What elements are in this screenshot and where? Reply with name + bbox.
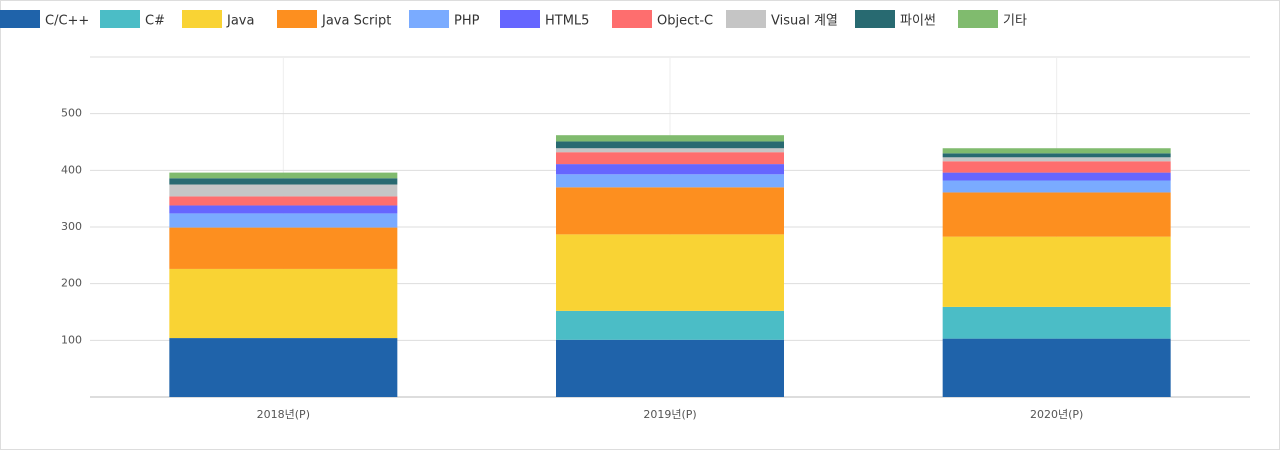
bar-segment — [169, 178, 398, 185]
bar-segment — [169, 172, 398, 179]
bar-segment — [556, 152, 784, 165]
bar-segment — [942, 153, 1171, 158]
legend-swatch — [277, 10, 317, 28]
legend-label: 기타 — [1003, 14, 1027, 29]
x-tick-label: 2018년(P) — [257, 408, 310, 421]
bar-segment — [942, 192, 1171, 237]
bar-segment — [556, 141, 784, 149]
legend-swatch — [612, 10, 652, 28]
bar-segment — [942, 161, 1171, 173]
legend-label: Visual 계열 — [771, 14, 838, 29]
bar-segment — [942, 236, 1171, 307]
bar-segment — [169, 184, 398, 197]
bar-segment — [169, 227, 398, 269]
y-tick-label: 200 — [61, 277, 82, 290]
bar-segment — [556, 310, 784, 340]
bar-segment — [556, 174, 784, 188]
legend-swatch — [855, 10, 895, 28]
bar-segment — [942, 172, 1171, 181]
legend-swatch — [500, 10, 540, 28]
x-tick-label: 2020년(P) — [1030, 408, 1083, 421]
legend-swatch — [182, 10, 222, 28]
bar-segment — [556, 187, 784, 235]
bar-segment — [556, 339, 784, 397]
x-tick-label: 2019년(P) — [643, 408, 696, 421]
bar-segment — [169, 196, 398, 206]
legend-label: Object-C — [657, 14, 713, 29]
bar-segment — [169, 268, 398, 339]
y-tick-label: 500 — [61, 107, 82, 120]
bar-segment — [556, 148, 784, 153]
bar-segment — [942, 148, 1171, 154]
bar-segment — [169, 213, 398, 228]
bar-segment — [169, 338, 398, 397]
bar-segment — [942, 306, 1171, 339]
legend-label: 파이썬 — [900, 14, 936, 29]
bar-segment — [556, 135, 784, 142]
legend-swatch — [0, 10, 40, 28]
legend-label: PHP — [454, 14, 480, 29]
bar-segment — [169, 205, 398, 214]
y-tick-label: 300 — [61, 220, 82, 233]
legend-label: C# — [145, 14, 165, 29]
bar-segment — [556, 234, 784, 311]
legend-label: Java — [226, 14, 254, 29]
legend-swatch — [100, 10, 140, 28]
bar-segment — [942, 338, 1171, 397]
legend-label: HTML5 — [545, 14, 589, 29]
bar-segment — [942, 157, 1171, 162]
bar-segment — [556, 164, 784, 175]
y-tick-label: 400 — [61, 163, 82, 176]
bar-segment — [942, 180, 1171, 193]
legend-swatch — [958, 10, 998, 28]
legend-label: Java Script — [321, 14, 391, 29]
legend-swatch — [409, 10, 449, 28]
y-tick-label: 100 — [61, 333, 82, 346]
legend-label: C/C++ — [45, 14, 89, 29]
legend-swatch — [726, 10, 766, 28]
